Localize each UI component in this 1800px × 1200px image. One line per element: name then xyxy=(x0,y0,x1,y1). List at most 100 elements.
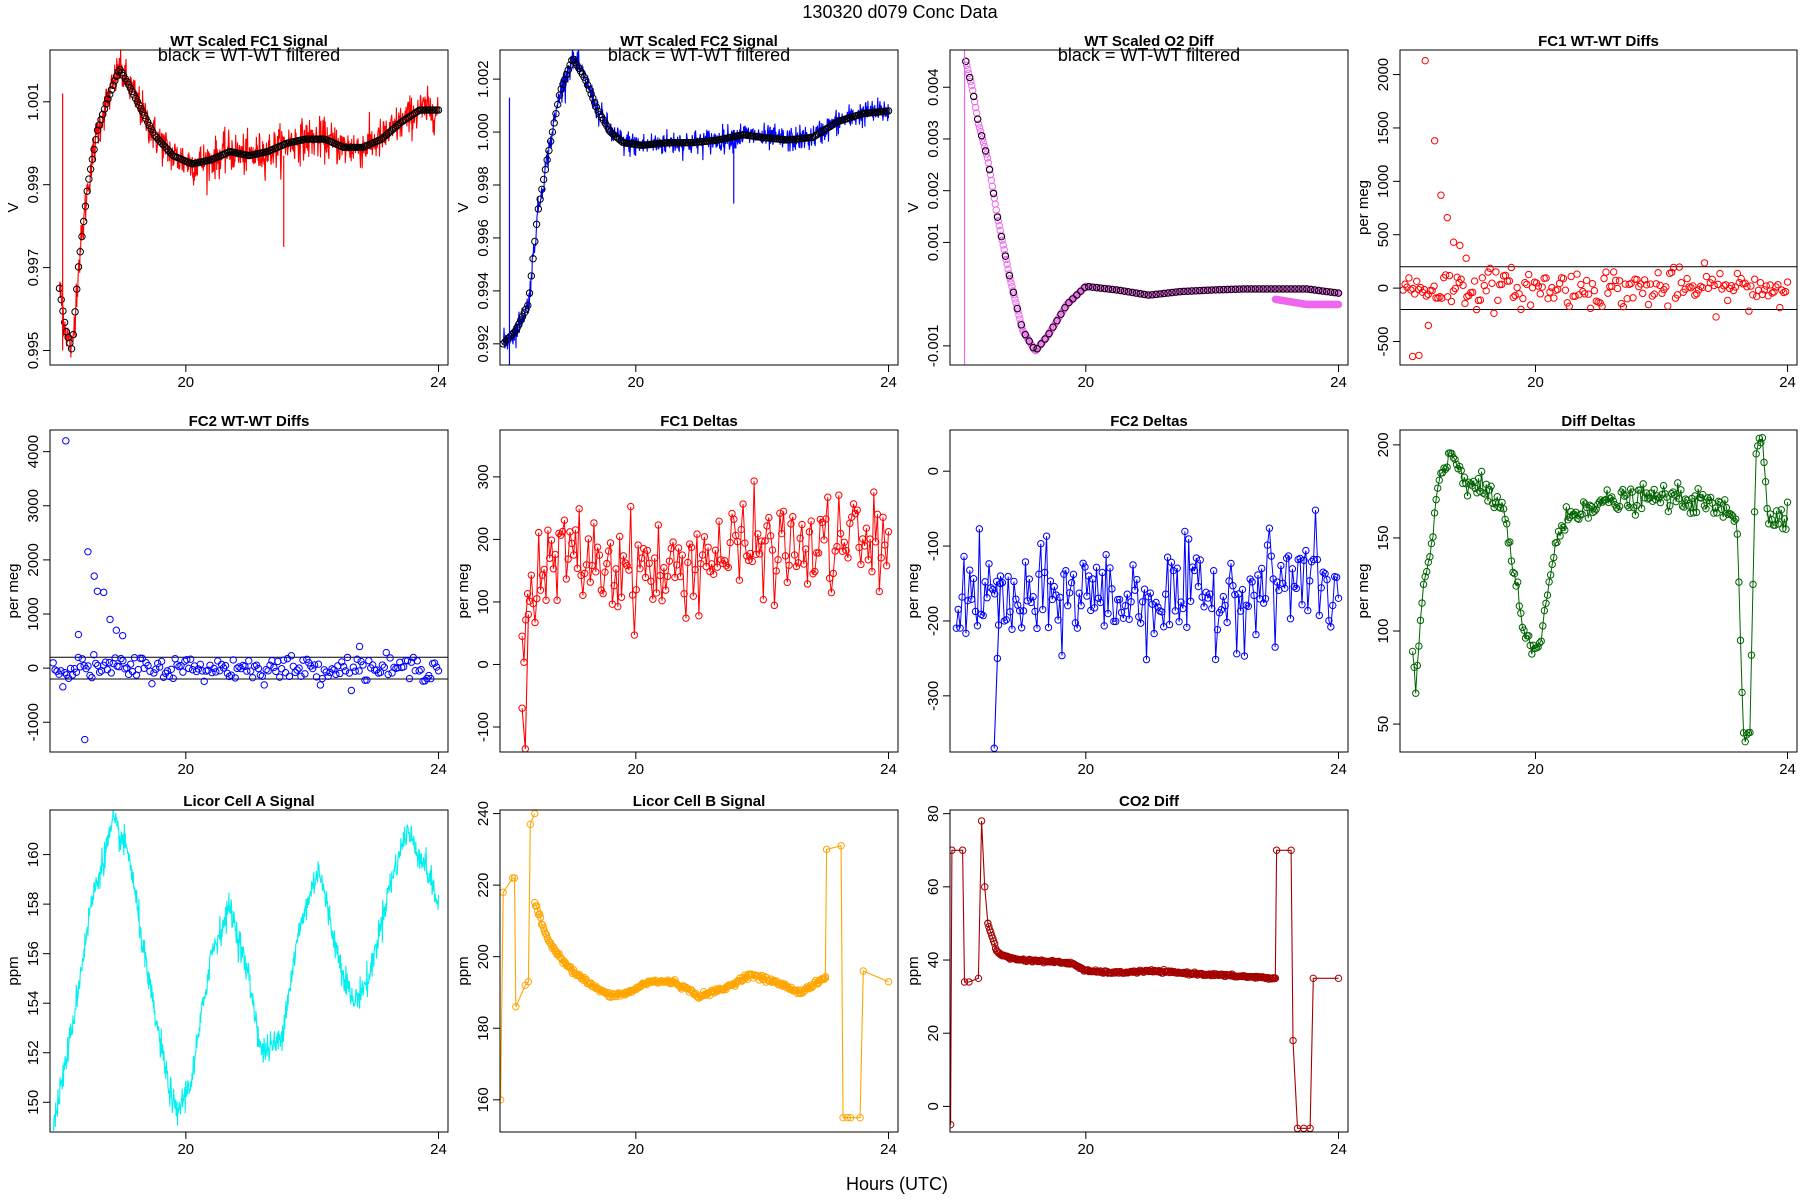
data-point xyxy=(964,596,972,605)
data-point xyxy=(1261,595,1270,603)
data-point xyxy=(93,587,102,595)
data-point xyxy=(1176,287,1184,296)
data-point xyxy=(669,538,677,546)
data-point xyxy=(1168,288,1176,297)
data-point xyxy=(589,94,597,102)
x-tick-label: 24 xyxy=(430,374,447,391)
data-point xyxy=(1517,609,1525,617)
y-tick-label: -200 xyxy=(925,606,942,636)
panel-fc1_wtwt: 20 24 -500 0 500 1000 1500 2000 FC1 WT-WT Diffs p… xyxy=(1355,33,1798,391)
data-point xyxy=(287,652,296,660)
data-point xyxy=(709,570,718,578)
data-point xyxy=(864,556,872,564)
data-point xyxy=(1596,299,1604,307)
data-point xyxy=(394,663,402,672)
data-point xyxy=(1430,282,1438,290)
data-point xyxy=(430,659,439,667)
data-point xyxy=(1254,571,1262,579)
data-point xyxy=(1730,517,1738,525)
data-point xyxy=(86,671,94,680)
data-point xyxy=(1415,642,1423,650)
data-point xyxy=(1200,603,1208,611)
x-tick-label: 20 xyxy=(627,761,644,778)
data-point xyxy=(1315,611,1324,620)
data-point xyxy=(989,189,998,198)
data-point xyxy=(981,883,989,891)
data-point xyxy=(952,624,961,632)
data-point xyxy=(625,566,633,574)
panel-title: FC1 Deltas xyxy=(660,413,738,430)
data-point xyxy=(779,507,788,516)
data-point xyxy=(595,551,604,559)
data-point xyxy=(111,77,119,85)
data-point xyxy=(1478,274,1487,282)
data-point xyxy=(134,665,143,674)
y-tick-label: 0.002 xyxy=(925,172,942,210)
data-point xyxy=(524,610,533,619)
data-point xyxy=(1756,279,1765,287)
data-point xyxy=(1096,284,1105,292)
y-tick-label: 1.000 xyxy=(475,113,492,151)
data-point xyxy=(105,90,114,99)
data-point xyxy=(1674,479,1682,487)
data-point xyxy=(384,670,392,679)
data-point xyxy=(57,295,65,304)
data-point xyxy=(1758,434,1767,442)
data-point xyxy=(752,550,760,559)
data-point xyxy=(1743,283,1751,291)
data-point xyxy=(754,530,762,538)
data-point xyxy=(1592,505,1600,513)
y-axis-label: per meg xyxy=(905,563,922,618)
panel-fc1_signal: 20 24 0.995 0.997 0.999 1.001 WT Scaled FC1 Si… xyxy=(5,33,449,391)
y-tick-label: -100 xyxy=(475,712,492,742)
data-point xyxy=(1694,484,1702,493)
data-point xyxy=(1234,590,1243,598)
data-point xyxy=(1689,509,1698,517)
data-point xyxy=(1019,607,1028,615)
y-tick-label: 80 xyxy=(925,805,942,822)
data-point xyxy=(656,571,664,580)
data-point xyxy=(291,668,299,677)
data-point xyxy=(601,568,609,576)
data-point xyxy=(1578,510,1586,518)
data-point xyxy=(1275,285,1283,293)
x-tick-label: 20 xyxy=(1077,374,1094,391)
data-point xyxy=(1181,527,1189,536)
data-point xyxy=(332,670,340,679)
data-point xyxy=(837,842,845,850)
data-point xyxy=(95,121,103,129)
data-point xyxy=(639,544,648,553)
data-point xyxy=(722,561,731,570)
data-point xyxy=(1443,293,1452,301)
data-point xyxy=(772,567,780,575)
data-point xyxy=(1586,304,1595,313)
data-point xyxy=(1334,974,1343,983)
data-point xyxy=(1150,629,1158,638)
x-tick-label: 24 xyxy=(430,761,447,778)
data-point xyxy=(169,674,177,683)
data-point xyxy=(1171,607,1179,615)
data-point xyxy=(99,588,108,597)
data-point xyxy=(536,586,545,594)
data-point xyxy=(1092,283,1101,292)
y-tick-label: 0.999 xyxy=(25,166,42,204)
data-point xyxy=(1448,449,1456,458)
data-point xyxy=(1548,560,1556,569)
data-point xyxy=(221,661,230,670)
x-tick-label: 24 xyxy=(1779,374,1796,391)
data-point xyxy=(1443,463,1451,471)
data-point xyxy=(137,104,145,113)
data-point xyxy=(1217,606,1226,614)
y-tick-label: 60 xyxy=(925,878,942,895)
data-point xyxy=(1081,563,1089,571)
data-point xyxy=(1299,285,1307,293)
series-fc1_wtwt-0 xyxy=(1400,259,1792,321)
data-point xyxy=(632,586,640,594)
data-point xyxy=(1776,303,1784,312)
data-point xyxy=(969,574,978,583)
data-point xyxy=(1666,501,1674,510)
data-point xyxy=(1698,283,1707,292)
data-point xyxy=(355,667,363,675)
data-point xyxy=(1459,281,1467,290)
data-point xyxy=(84,548,92,556)
